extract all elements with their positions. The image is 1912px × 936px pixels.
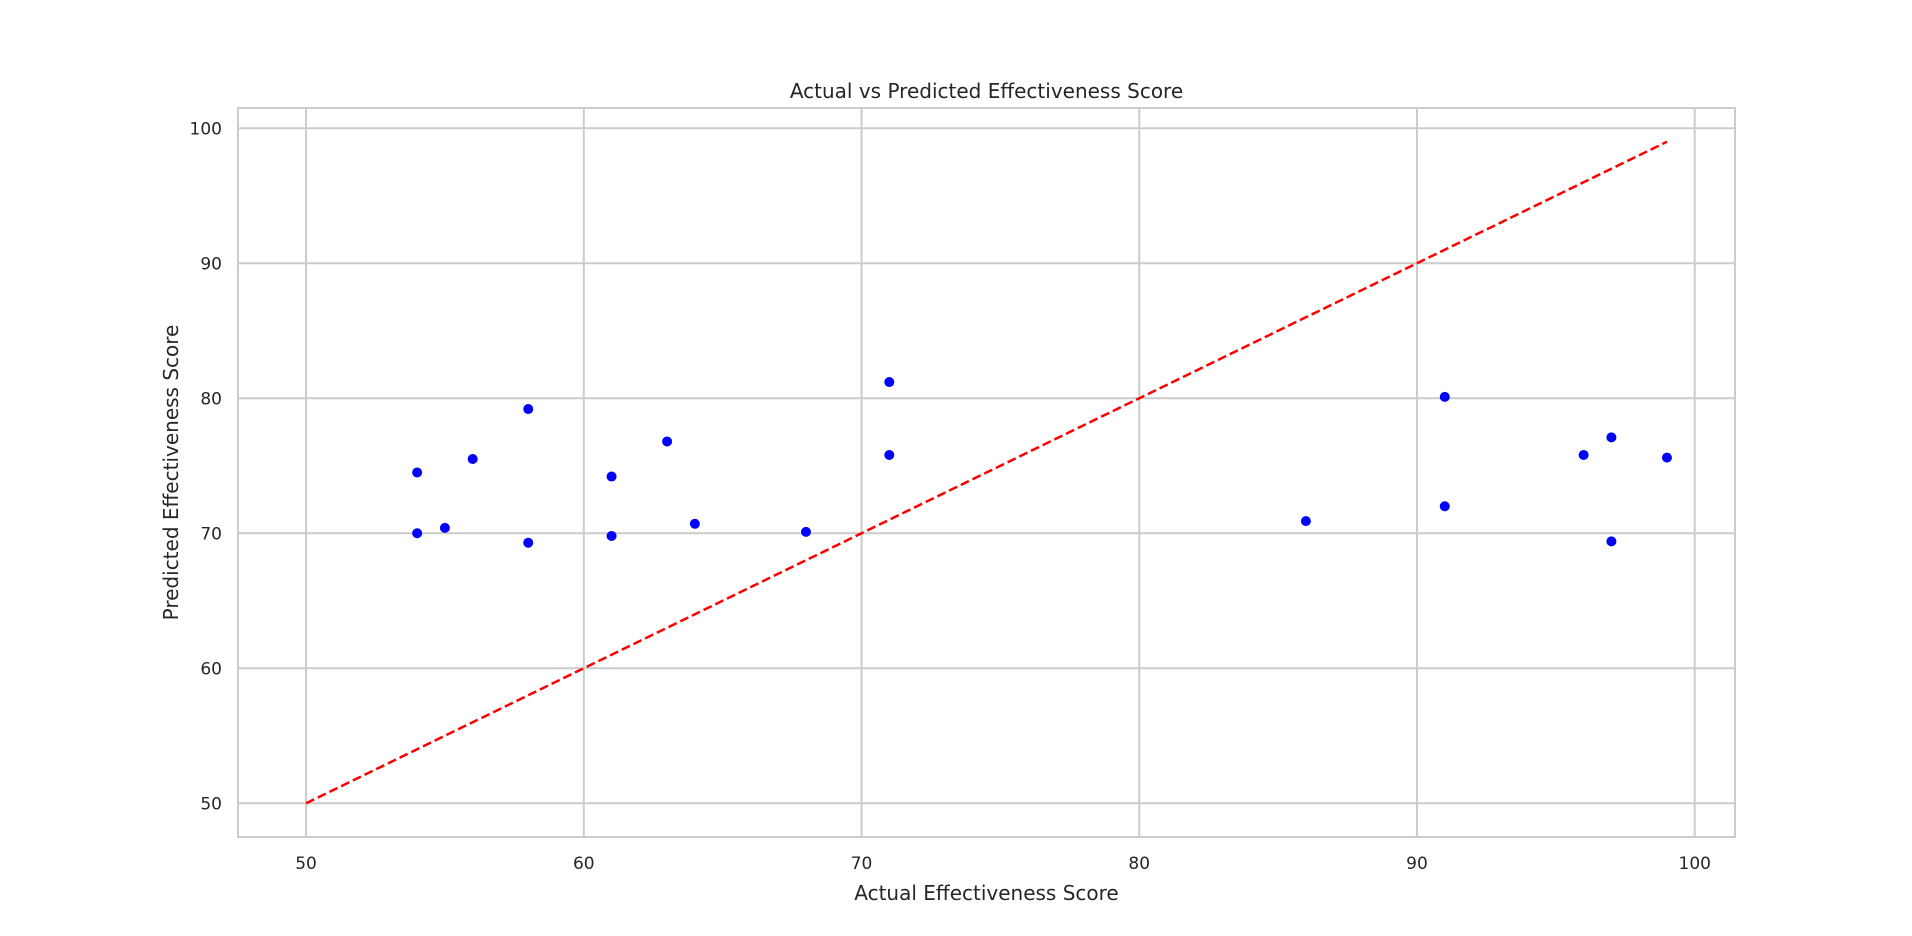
data-point [1578, 449, 1589, 460]
y-tick-label: 90 [200, 254, 222, 274]
axes-frame [237, 107, 1736, 838]
x-tick-label: 80 [1128, 854, 1150, 874]
data-point [800, 526, 811, 537]
chart-title: Actual vs Predicted Effectiveness Score [790, 79, 1183, 103]
data-point [523, 537, 534, 548]
data-point [1439, 391, 1450, 402]
data-point [606, 471, 617, 482]
data-point [1606, 536, 1617, 547]
x-tick-label: 50 [295, 854, 317, 874]
data-point [1606, 432, 1617, 443]
x-tick-labels: 50 60 70 80 90 100 [295, 854, 1711, 874]
x-axis-label: Actual Effectiveness Score [854, 881, 1118, 905]
data-point [523, 404, 534, 415]
data-point [467, 454, 478, 464]
reference-line [305, 140, 1668, 805]
data-point [1300, 516, 1311, 527]
grid-lines [238, 108, 1735, 837]
y-tick-label: 60 [200, 659, 222, 679]
y-tick-label: 50 [200, 794, 222, 814]
data-points [412, 377, 1672, 548]
data-point [606, 530, 617, 541]
y-tick-label: 80 [200, 389, 222, 409]
data-point [1439, 501, 1450, 512]
data-point [439, 522, 450, 533]
data-point [689, 518, 700, 529]
data-point [412, 528, 423, 539]
x-tick-label: 60 [573, 854, 595, 874]
y-tick-label: 70 [200, 524, 222, 544]
x-tick-label: 90 [1406, 854, 1428, 874]
data-point [884, 449, 895, 460]
y-tick-label: 100 [190, 119, 222, 139]
y-tick-labels: 50 60 70 80 90 100 [190, 119, 222, 814]
data-point [412, 467, 423, 478]
x-tick-label: 100 [1679, 854, 1711, 874]
data-point [662, 436, 673, 447]
reference-line-group [305, 140, 1668, 805]
y-axis-label: Predicted Effectiveness Score [159, 325, 183, 621]
data-point [884, 377, 895, 388]
data-point [1661, 452, 1672, 463]
x-tick-label: 70 [851, 854, 873, 874]
